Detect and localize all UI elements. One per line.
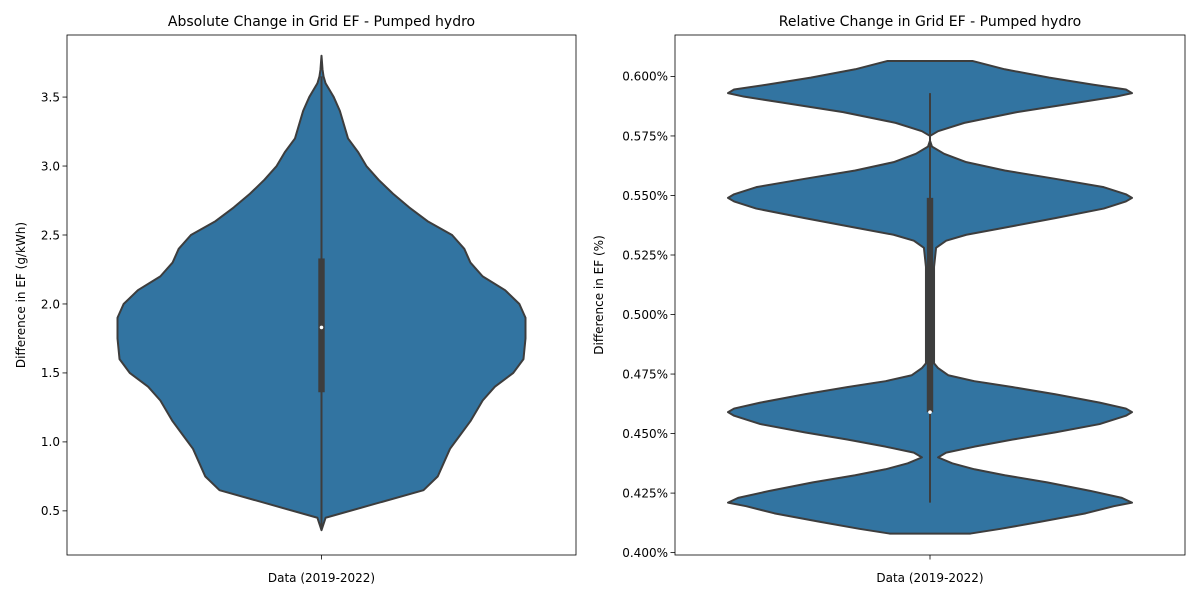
relative-y-ticks: 0.400% 0.425% 0.450% 0.475% 0.500% 0.525% 0.55… (622, 70, 675, 560)
relative-y-tick-label: 0.600% (622, 70, 668, 84)
absolute-y-tick-label: 0.5 (41, 504, 60, 518)
absolute-iqr-box (318, 258, 325, 393)
relative-violin-group (727, 59, 1133, 535)
relative-y-tick-label: 0.550% (622, 189, 668, 203)
absolute-chart-title: Absolute Change in Grid EF - Pumped hydr… (168, 14, 475, 30)
relative-y-tick-label: 0.475% (622, 367, 668, 381)
relative-x-tick-label: Data (2019-2022) (876, 571, 983, 585)
absolute-median-point (319, 325, 324, 330)
relative-y-tick-label: 0.450% (622, 427, 668, 441)
absolute-y-tick-label: 2.0 (41, 297, 60, 311)
relative-y-tick-label: 0.425% (622, 486, 668, 500)
absolute-x-tick-label: Data (2019-2022) (268, 571, 375, 585)
relative-y-axis-label: Difference in EF (%) (592, 235, 606, 355)
absolute-y-tick-label: 2.5 (41, 228, 60, 242)
absolute-y-axis-label: Difference in EF (g/kWh) (14, 222, 28, 368)
absolute-change-panel: Absolute Change in Grid EF - Pumped hydr… (14, 14, 577, 585)
absolute-y-tick-label: 1.0 (41, 435, 60, 449)
relative-y-tick-label: 0.575% (622, 129, 668, 143)
relative-iqr-box (926, 197, 934, 413)
absolute-violin-group (116, 54, 527, 532)
relative-y-tick-label: 0.500% (622, 308, 668, 322)
relative-y-tick-label: 0.400% (622, 546, 668, 560)
relative-y-tick-label: 0.525% (622, 248, 668, 262)
absolute-y-tick-label: 3.5 (41, 90, 60, 104)
absolute-y-ticks: 0.5 1.0 1.5 2.0 2.5 3.0 3.5 (41, 90, 67, 518)
absolute-y-tick-label: 3.0 (41, 159, 60, 173)
relative-median-point (928, 410, 932, 414)
relative-change-panel: Relative Change in Grid EF - Pumped hydr… (592, 14, 1186, 585)
absolute-y-tick-label: 1.5 (41, 366, 60, 380)
relative-chart-title: Relative Change in Grid EF - Pumped hydr… (779, 14, 1081, 30)
